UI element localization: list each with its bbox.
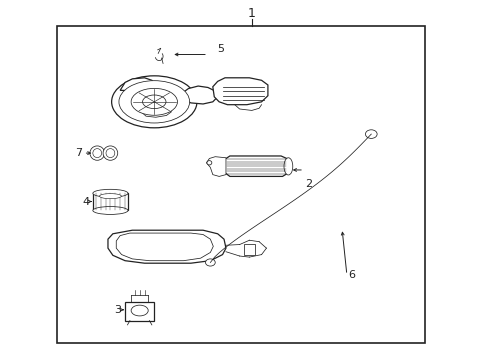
Polygon shape — [181, 86, 217, 104]
Text: 3: 3 — [114, 305, 121, 315]
FancyBboxPatch shape — [125, 302, 154, 320]
Polygon shape — [224, 156, 289, 176]
Text: 1: 1 — [247, 7, 255, 20]
Ellipse shape — [131, 305, 148, 316]
Ellipse shape — [284, 158, 292, 175]
Bar — [57, 26, 424, 343]
Ellipse shape — [119, 81, 189, 123]
Ellipse shape — [106, 149, 115, 158]
Text: 2: 2 — [305, 179, 312, 189]
Ellipse shape — [111, 76, 197, 128]
Text: 6: 6 — [347, 270, 354, 280]
Ellipse shape — [93, 189, 128, 197]
Text: 5: 5 — [217, 44, 224, 54]
Circle shape — [205, 259, 215, 266]
Polygon shape — [206, 157, 225, 176]
Ellipse shape — [103, 146, 118, 160]
Ellipse shape — [99, 194, 121, 199]
Polygon shape — [108, 230, 225, 263]
Ellipse shape — [90, 146, 104, 160]
Ellipse shape — [206, 161, 211, 165]
Ellipse shape — [142, 95, 165, 109]
Circle shape — [365, 130, 376, 138]
Ellipse shape — [131, 88, 177, 115]
Bar — [93, 193, 128, 211]
Ellipse shape — [93, 207, 128, 215]
Polygon shape — [212, 78, 267, 105]
Bar — [243, 244, 255, 255]
Text: 7: 7 — [75, 148, 82, 158]
Ellipse shape — [93, 149, 102, 158]
Text: 4: 4 — [82, 197, 90, 207]
Polygon shape — [120, 78, 157, 91]
